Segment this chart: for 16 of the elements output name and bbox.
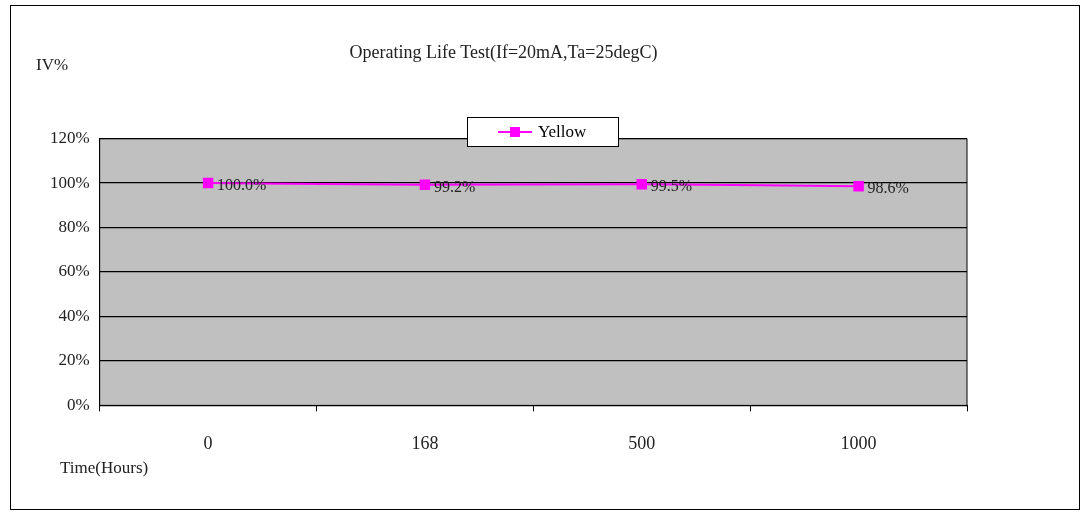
y-tick-label: 40% xyxy=(58,305,90,325)
y-tick-label: 20% xyxy=(58,350,90,370)
y-tick-label: 120% xyxy=(49,128,90,148)
x-tick-label: 0 xyxy=(203,432,213,453)
x-axis-title: Time(Hours) xyxy=(60,458,149,478)
y-tick-label: 0% xyxy=(66,394,90,414)
y-tick-label: 100% xyxy=(49,172,90,192)
data-label: 98.6% xyxy=(867,179,909,197)
y-tick-label: 80% xyxy=(58,217,90,236)
legend-label: Yellow xyxy=(538,122,587,142)
x-tick-label: 1000 xyxy=(840,432,877,453)
x-tick-label: 500 xyxy=(628,432,656,453)
y-axis-title: IV% xyxy=(36,55,69,75)
chart-title: Operating Life Test(If=20mA,Ta=25degC) xyxy=(349,41,658,63)
x-tick-label: 168 xyxy=(411,432,439,453)
y-tick-label: 60% xyxy=(58,261,90,281)
